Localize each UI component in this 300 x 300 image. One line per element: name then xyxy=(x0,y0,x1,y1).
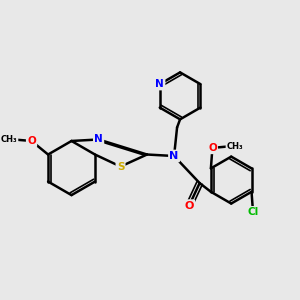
Text: N: N xyxy=(155,79,164,89)
Text: N: N xyxy=(169,151,179,161)
Text: CH₃: CH₃ xyxy=(1,135,17,144)
Text: S: S xyxy=(117,161,124,172)
Text: CH₃: CH₃ xyxy=(227,142,243,151)
Text: Cl: Cl xyxy=(248,207,259,217)
Text: O: O xyxy=(184,201,194,211)
Text: O: O xyxy=(27,136,36,146)
Text: N: N xyxy=(94,134,103,145)
Text: O: O xyxy=(208,143,217,153)
